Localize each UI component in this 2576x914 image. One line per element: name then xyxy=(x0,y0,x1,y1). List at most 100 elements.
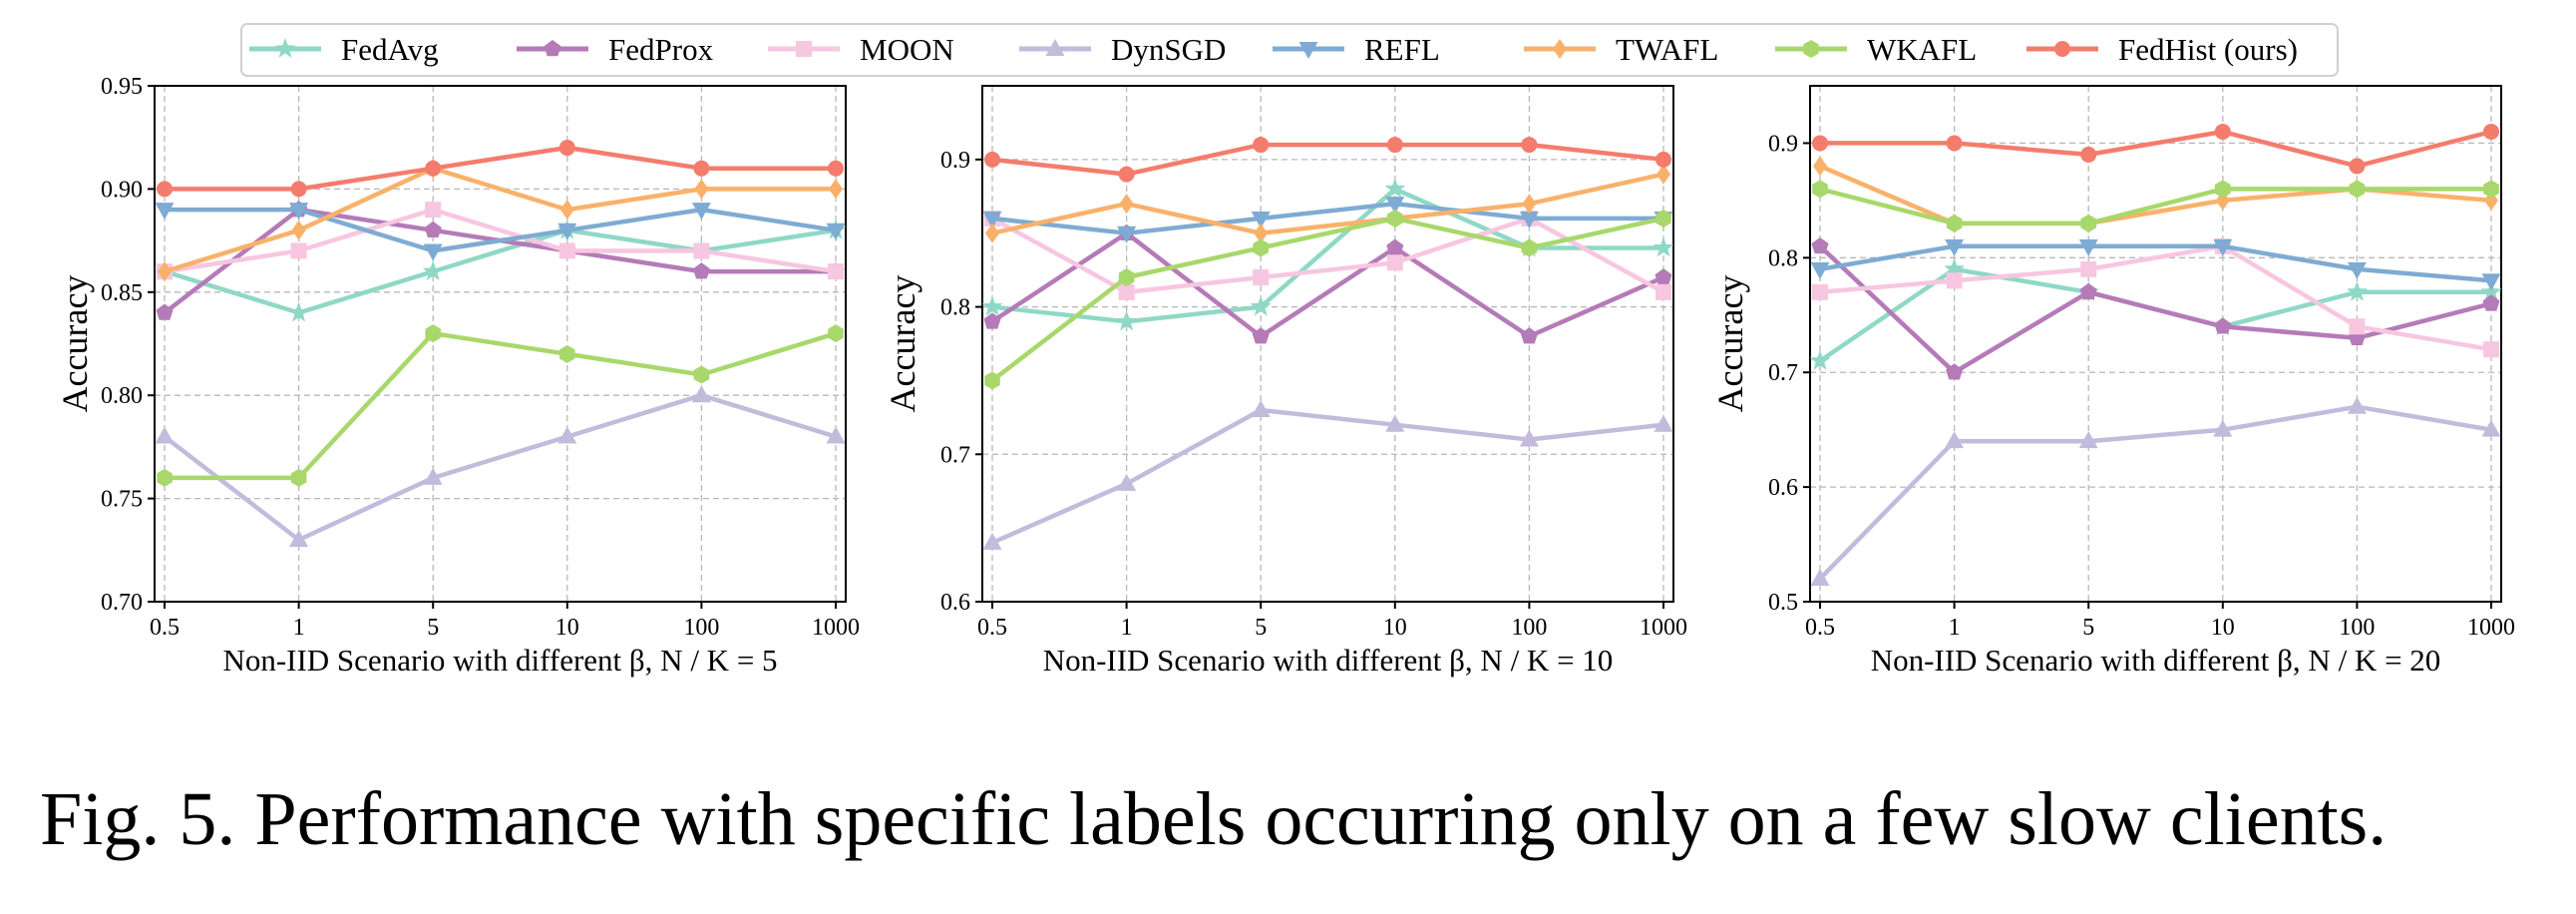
x-tick-label: 100 xyxy=(683,615,719,641)
y-tick-label: 0.70 xyxy=(101,590,143,616)
legend-marker-refl xyxy=(1298,42,1318,59)
data-point-fedprox xyxy=(2214,317,2232,334)
data-point-fedprox xyxy=(1386,238,1404,255)
data-point-fedprox xyxy=(424,221,442,238)
legend-item-fedprox: FedProx xyxy=(517,32,714,67)
data-point-refl xyxy=(2347,261,2367,279)
data-point-fedprox xyxy=(1811,236,1829,254)
series-line-dynsgd xyxy=(991,407,1664,545)
data-point-wkafl xyxy=(2349,180,2366,199)
data-point-dynsgd xyxy=(691,385,711,403)
series-line-fedprox xyxy=(990,230,1664,339)
legend-label-refl: REFL xyxy=(1364,32,1440,67)
y-tick-label: 0.6 xyxy=(1768,475,1798,501)
data-point-fedavg xyxy=(2346,280,2368,301)
series-line-fedhist-ours xyxy=(991,142,1664,177)
series-fedhist-ours xyxy=(1812,123,2499,175)
series-line-wkafl xyxy=(990,216,1664,383)
data-point-dynsgd xyxy=(2213,419,2233,437)
data-point-fedhist-ours xyxy=(828,160,844,177)
data-point-wkafl xyxy=(1656,209,1671,228)
data-point-moon xyxy=(2080,260,2097,277)
data-point-fedhist-ours xyxy=(1521,137,1538,154)
data-point-wkafl xyxy=(1521,238,1538,257)
series-dynsgd xyxy=(982,399,1673,550)
legend-marker-dynsgd xyxy=(1045,39,1065,56)
data-point-fedprox xyxy=(2079,282,2097,300)
series-wkafl xyxy=(157,324,844,487)
figure-caption: Fig. 5. Performance with specific labels… xyxy=(40,777,2388,861)
plot-frame xyxy=(1809,85,2502,603)
data-point-dynsgd xyxy=(826,426,846,444)
data-point-dynsgd xyxy=(1117,473,1137,491)
data-point-fedprox xyxy=(983,312,1001,329)
data-point-wkafl xyxy=(2080,214,2096,232)
legend-item-fedhist-ours: FedHist (ours) xyxy=(2026,32,2298,67)
data-point-fedprox xyxy=(2482,294,2500,311)
y-tick-label: 0.85 xyxy=(101,280,143,306)
x-axis-label: Non-IID Scenario with different β, N / K… xyxy=(1871,643,2441,678)
y-axis-label: Accuracy xyxy=(883,275,922,413)
series-line-fedprox xyxy=(163,207,836,315)
legend-item-refl: REFL xyxy=(1273,32,1440,67)
data-point-twafl xyxy=(1813,156,1827,177)
data-point-moon xyxy=(1656,283,1671,300)
legend-label-twafl: TWAFL xyxy=(1616,32,1718,67)
data-point-twafl xyxy=(1119,194,1134,215)
series-line-fedprox xyxy=(1818,244,2492,375)
series-line-refl xyxy=(1819,243,2492,283)
data-point-moon xyxy=(1946,272,1963,289)
data-point-wkafl xyxy=(290,468,307,487)
data-point-refl xyxy=(1810,261,1830,279)
data-point-fedhist-ours xyxy=(558,140,575,157)
data-point-moon xyxy=(290,242,307,259)
data-point-dynsgd xyxy=(1810,569,1830,587)
data-point-wkafl xyxy=(157,468,173,487)
data-point-fedhist-ours xyxy=(290,181,307,198)
data-point-moon xyxy=(693,242,710,259)
data-point-fedprox xyxy=(1520,327,1538,344)
data-point-moon xyxy=(1386,254,1403,271)
x-tick-label: 1000 xyxy=(2467,615,2515,641)
data-point-wkafl xyxy=(828,324,844,343)
x-axis-label: Non-IID Scenario with different β, N / K… xyxy=(1043,643,1614,678)
x-tick-label: 1 xyxy=(293,615,305,641)
series-twafl xyxy=(1813,156,2498,233)
data-point-fedhist-ours xyxy=(693,160,710,177)
data-point-refl xyxy=(1251,211,1271,228)
data-point-refl xyxy=(1945,238,1965,256)
data-point-fedprox xyxy=(1252,327,1270,344)
series-fedhist-ours xyxy=(984,137,1671,183)
legend-marker-twafl xyxy=(1553,39,1567,59)
legend-item-moon: MOON xyxy=(768,32,954,67)
legend-marker-fedhist-ours xyxy=(2054,41,2070,57)
x-tick-label: 0.5 xyxy=(1805,615,1835,641)
series-line-moon xyxy=(990,216,1665,295)
data-point-fedavg xyxy=(288,301,310,322)
data-point-dynsgd xyxy=(1251,399,1271,417)
legend-label-fedhist-ours: FedHist (ours) xyxy=(2118,32,2298,67)
legend-label-wkafl: WKAFL xyxy=(1867,32,1977,67)
legend-label-dynsgd: DynSGD xyxy=(1111,32,1226,67)
x-tick-label: 1000 xyxy=(1640,615,1687,641)
data-point-fedprox xyxy=(1946,363,1964,380)
data-point-wkafl xyxy=(693,365,710,384)
data-point-fedhist-ours xyxy=(1812,135,1828,152)
data-point-refl xyxy=(2213,238,2233,256)
data-point-moon xyxy=(558,242,575,259)
data-point-dynsgd xyxy=(557,426,577,444)
legend-item-wkafl: WKAFL xyxy=(1775,32,1977,67)
data-point-twafl xyxy=(559,200,574,221)
data-point-twafl xyxy=(694,179,709,200)
data-point-fedavg xyxy=(1116,310,1138,331)
x-tick-label: 1 xyxy=(1949,615,1961,641)
data-point-twafl xyxy=(1656,164,1670,185)
y-tick-label: 0.9 xyxy=(940,148,970,174)
data-point-fedprox xyxy=(156,303,174,320)
data-point-dynsgd xyxy=(423,467,443,485)
data-point-refl xyxy=(691,203,711,221)
y-tick-label: 0.8 xyxy=(1768,245,1798,271)
legend-label-moon: MOON xyxy=(860,32,954,67)
data-point-refl xyxy=(2078,238,2098,256)
x-tick-label: 0.5 xyxy=(150,615,180,641)
